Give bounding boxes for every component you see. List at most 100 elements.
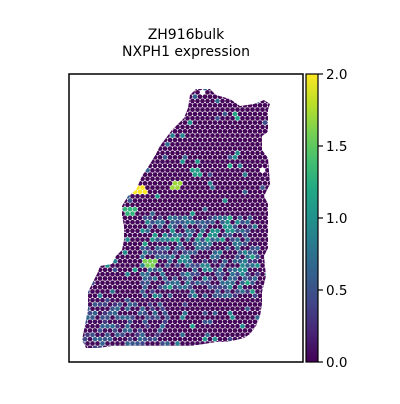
expression-spot <box>187 336 193 342</box>
expression-spot <box>242 224 248 229</box>
expression-spot <box>162 172 168 177</box>
expression-spot <box>117 206 123 212</box>
expression-spot <box>145 133 150 138</box>
expression-spot <box>92 241 98 247</box>
expression-spot <box>225 315 230 320</box>
expression-spot <box>212 276 218 281</box>
expression-spot <box>185 89 190 95</box>
expression-spot <box>132 232 138 238</box>
expression-spot <box>95 280 100 286</box>
expression-spot <box>82 232 83 238</box>
expression-spot <box>82 137 83 143</box>
colorbar: 0.00.51.01.52.0 <box>305 67 347 371</box>
expression-spot <box>135 150 140 156</box>
expression-spot <box>202 258 208 264</box>
expression-spot <box>140 98 145 104</box>
expression-spot <box>142 206 148 212</box>
expression-spot <box>142 120 148 125</box>
expression-spot <box>197 111 203 117</box>
expression-spot <box>187 180 193 186</box>
expression-spot <box>255 323 260 329</box>
expression-spot <box>85 98 90 104</box>
expression-spot <box>205 159 210 164</box>
expression-spot <box>125 185 130 190</box>
expression-spot <box>217 180 223 186</box>
expression-spot <box>97 102 103 108</box>
expression-spot <box>227 120 233 125</box>
expression-spot <box>82 345 88 348</box>
expression-spot <box>240 341 245 346</box>
expression-spot <box>127 120 133 125</box>
expression-spot <box>255 297 260 303</box>
expression-spot <box>200 133 205 138</box>
expression-spot <box>202 198 208 203</box>
expression-spot <box>90 150 95 156</box>
expression-spot <box>120 263 125 268</box>
expression-spot <box>82 146 88 151</box>
expression-spot <box>192 180 198 186</box>
expression-spot <box>132 319 138 325</box>
expression-spot <box>247 293 253 299</box>
expression-spot <box>242 102 248 108</box>
expression-spot <box>260 245 265 251</box>
expression-spot <box>110 306 115 312</box>
expression-spot <box>207 267 213 273</box>
expression-spot <box>250 98 255 104</box>
expression-spot <box>132 189 138 195</box>
expression-spot <box>242 89 248 91</box>
expression-spot <box>95 263 100 268</box>
expression-spot <box>130 98 135 104</box>
expression-spot <box>145 280 150 286</box>
expression-spot <box>145 332 150 338</box>
expression-spot <box>255 115 260 121</box>
expression-spot <box>152 284 158 290</box>
expression-spot <box>165 297 170 303</box>
expression-spot <box>152 128 158 134</box>
expression-spot <box>245 202 250 208</box>
expression-spot <box>112 94 118 100</box>
expression-spot <box>160 237 165 242</box>
expression-spot <box>240 289 245 294</box>
expression-spot <box>145 271 150 277</box>
expression-spot <box>197 310 203 316</box>
expression-spot <box>255 150 260 156</box>
expression-spot <box>155 332 160 338</box>
expression-spot <box>190 167 195 173</box>
expression-spot <box>82 193 85 199</box>
expression-spot <box>207 94 213 100</box>
expression-spot <box>125 237 130 242</box>
expression-spot <box>155 280 160 286</box>
expression-spot <box>130 237 135 242</box>
expression-spot <box>250 159 255 164</box>
expression-spot <box>92 293 98 299</box>
expression-spot <box>82 289 85 294</box>
expression-spot <box>97 258 103 264</box>
expression-spot <box>87 319 93 325</box>
expression-spot <box>127 154 133 160</box>
expression-spot <box>175 115 180 121</box>
expression-spot <box>92 128 98 134</box>
expression-spot <box>225 280 230 286</box>
expression-spot <box>175 193 180 199</box>
expression-spot <box>167 154 173 160</box>
expression-spot <box>155 98 160 104</box>
expression-spot <box>202 310 208 316</box>
expression-spot <box>107 102 113 108</box>
expression-spot <box>230 167 235 173</box>
expression-spot <box>237 102 243 108</box>
expression-spot <box>130 124 135 130</box>
expression-spot <box>202 232 208 238</box>
expression-spot <box>105 323 110 329</box>
expression-spot <box>247 111 253 117</box>
expression-spot <box>207 241 213 247</box>
expression-spot <box>215 254 220 260</box>
expression-spot <box>100 150 105 156</box>
expression-spot <box>92 198 98 203</box>
expression-spot <box>115 245 120 251</box>
expression-spot <box>162 94 168 100</box>
expression-spot <box>240 237 245 242</box>
expression-spot <box>117 154 123 160</box>
expression-spot <box>255 176 260 182</box>
expression-spot <box>170 115 175 121</box>
expression-spot <box>207 172 213 177</box>
